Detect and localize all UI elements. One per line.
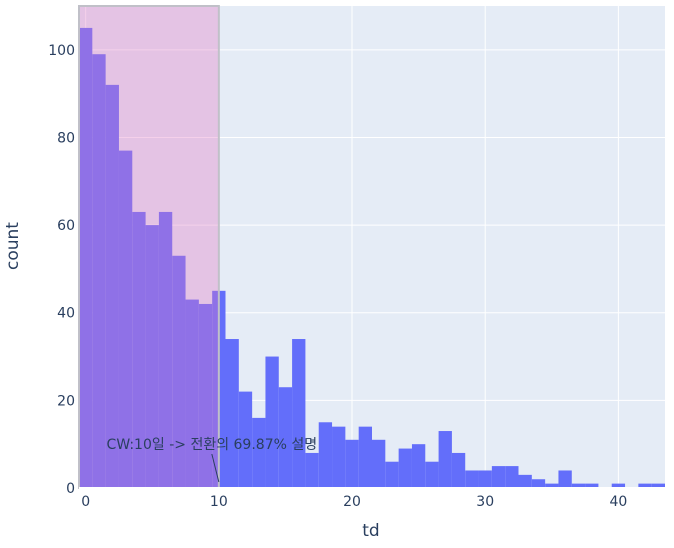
- histogram-bar: [465, 470, 479, 488]
- histogram-bar: [638, 483, 652, 488]
- histogram-bar: [425, 461, 439, 488]
- histogram-bar: [505, 466, 519, 488]
- histogram-bar: [558, 470, 572, 488]
- histogram-bar: [651, 483, 665, 488]
- y-tick-label: 40: [57, 306, 75, 322]
- histogram-bar: [118, 150, 133, 488]
- histogram-bar: [225, 339, 239, 488]
- histogram-bar: [451, 452, 466, 488]
- histogram-bar: [145, 225, 159, 488]
- x-tick-label: 0: [81, 494, 90, 510]
- histogram-bar: [372, 439, 386, 488]
- histogram-bar: [185, 299, 199, 488]
- histogram-bar: [305, 452, 319, 488]
- histogram-bar: [318, 422, 333, 488]
- histogram-bar: [132, 211, 146, 489]
- x-tick-label: 20: [343, 494, 361, 510]
- x-tick-label: 10: [210, 494, 228, 510]
- histogram-bar: [385, 461, 399, 488]
- histogram-bar: [252, 417, 266, 488]
- y-tick-label: 80: [57, 130, 75, 146]
- y-axis-title: count: [3, 222, 23, 270]
- x-tick-labels: 0 10 20 30 40: [81, 494, 627, 510]
- histogram-bar: [531, 479, 546, 488]
- histogram-bar: [398, 448, 412, 488]
- y-tick-label: 20: [57, 393, 75, 409]
- histogram-bar: [172, 255, 186, 488]
- histogram-bar: [411, 444, 426, 488]
- histogram-bar: [571, 483, 586, 488]
- histogram-bar: [265, 356, 279, 488]
- histogram-bar: [332, 426, 346, 488]
- histogram-bar: [438, 431, 452, 488]
- histogram-bar: [158, 211, 173, 489]
- histogram-bar: [518, 474, 532, 488]
- histogram-bar: [105, 84, 119, 488]
- y-tick-labels: 0 20 40 60 80 100: [48, 43, 75, 497]
- histogram-bar: [278, 387, 293, 488]
- y-tick-label: 0: [66, 481, 75, 497]
- histogram-bar: [238, 391, 253, 488]
- histogram-bar: [345, 439, 359, 488]
- histogram-bar: [491, 466, 506, 488]
- highlight-region: [78, 5, 220, 489]
- x-axis-title: td: [362, 521, 379, 541]
- annotation-text: CW:10일 -> 전환의 69.87% 설명: [107, 437, 318, 453]
- histogram-bar: [545, 483, 559, 488]
- histogram-bar: [292, 339, 306, 488]
- histogram-bar: [92, 54, 106, 488]
- annotation-arrow: [211, 453, 220, 483]
- histogram-bar: [358, 426, 372, 488]
- bars: [79, 27, 665, 489]
- x-tick-label: 30: [476, 494, 494, 510]
- histogram-bar: [198, 303, 213, 488]
- y-tick-label: 100: [48, 43, 75, 59]
- histogram-bar: [611, 483, 626, 488]
- histogram-bar: [79, 27, 93, 489]
- x-tick-label: 40: [609, 494, 627, 510]
- histogram-bar: [585, 483, 599, 488]
- histogram-bar: [478, 470, 492, 488]
- y-tick-label: 60: [57, 218, 75, 234]
